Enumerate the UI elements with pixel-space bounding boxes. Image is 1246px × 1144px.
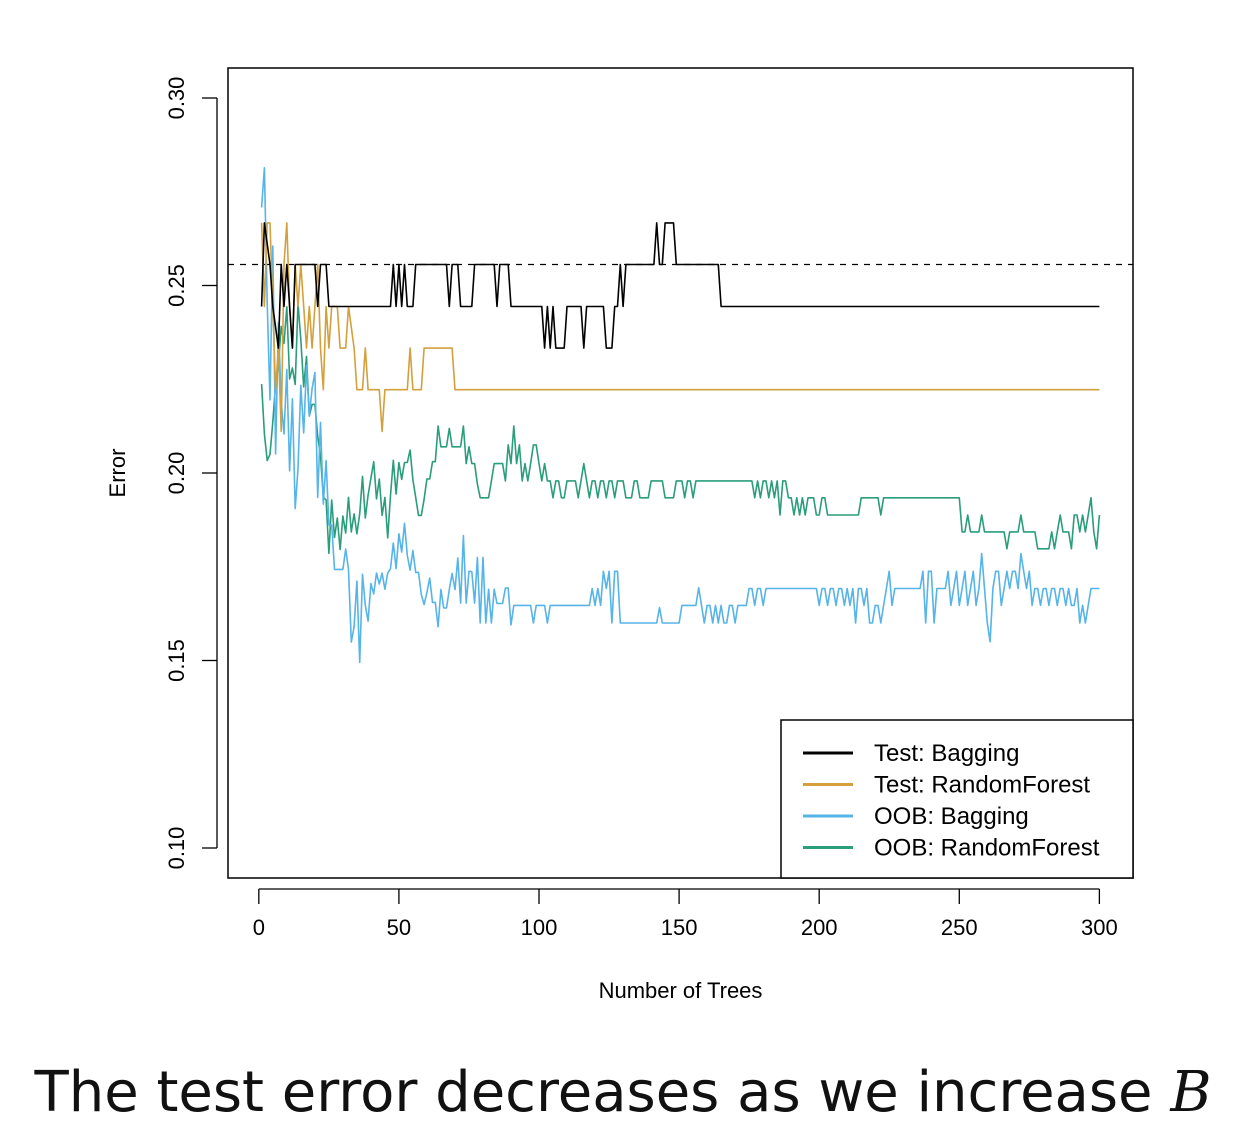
legend: Test: Bagging Test: RandomForest OOB: Bagg… [780,719,1134,879]
x-axis-title: Number of Trees [599,978,763,1003]
caption-text: The test error decreases as we increase [34,1060,1153,1125]
x-tick-label: 250 [941,915,978,940]
series-line-test-randomforest [260,222,1100,433]
slide-caption: The test error decreases as we increase … [0,1060,1246,1125]
y-tick-label: 0.15 [164,639,189,682]
error-vs-trees-chart: 0 50 100 150 200 250 300 0.10 0.15 0.20 0.25 0.30 Nu… [105,67,1134,1003]
plot-frame [227,67,1134,879]
legend-box [780,719,1134,879]
x-tick-label: 0 [253,915,265,940]
x-tick-label: 50 [387,915,411,940]
x-tick-label: 100 [521,915,558,940]
legend-label: Test: RandomForest [874,772,1090,799]
series-line-oob-bagging [260,167,1100,664]
x-tick-label: 200 [801,915,838,940]
y-tick-label: 0.25 [164,264,189,307]
caption-variable: B [1170,1060,1212,1125]
legend-label: OOB: Bagging [874,803,1029,830]
y-tick-label: 0.30 [164,77,189,120]
series-line-test-bagging [260,222,1100,349]
legend-label: OOB: RandomForest [874,835,1100,862]
y-axis-title: Error [105,449,130,498]
y-tick-label: 0.20 [164,452,189,495]
y-tick-label: 0.10 [164,827,189,870]
series-line-oob-randomforest [260,302,1101,555]
legend-label: Test: Bagging [874,740,1019,767]
x-tick-label: 150 [661,915,698,940]
x-tick-label: 300 [1081,915,1118,940]
